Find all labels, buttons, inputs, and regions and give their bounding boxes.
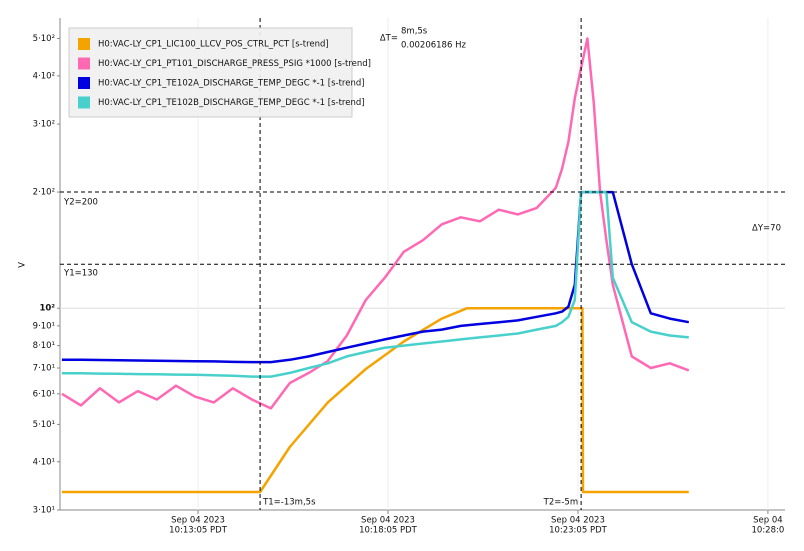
legend-label: H0:VAC-LY_CP1_TE102A_DISCHARGE_TEMP_DEGC… xyxy=(98,79,365,89)
x-tick-label: Sep 04 2023 xyxy=(171,516,225,526)
x-tick-label: Sep 04 2023 xyxy=(551,516,605,526)
y-tick-label: 7·10¹ xyxy=(33,363,55,373)
x-tick-label: Sep 04 2023 xyxy=(361,516,415,526)
y-tick-label: 2·10² xyxy=(33,188,55,198)
legend-swatch xyxy=(78,38,90,50)
delta-label: ΔT= xyxy=(380,34,398,44)
y-tick-label: 3·10² xyxy=(33,120,55,130)
x-tick-label: 10:28:0 xyxy=(752,526,785,536)
series-line xyxy=(61,190,689,378)
series-line xyxy=(61,37,690,410)
x-tick-label: 10:18:05 PDT xyxy=(359,526,418,536)
cursor-label: T2=-5m xyxy=(543,498,578,508)
y-axis-label: V xyxy=(18,262,28,268)
cursor-label: T1=-13m,5s xyxy=(262,498,316,508)
delta-label: ΔY=70 xyxy=(752,224,781,234)
y-tick-label: 9·10¹ xyxy=(33,321,55,331)
plot-area xyxy=(61,37,690,494)
legend-box xyxy=(68,27,353,118)
x-tick-label: Sep 04 xyxy=(753,516,783,526)
legend-swatch xyxy=(78,57,90,70)
legend-swatch xyxy=(78,96,90,109)
y-tick-label: 5·10² xyxy=(33,34,55,44)
legend-swatch xyxy=(78,77,90,89)
y-tick-label: 5·10¹ xyxy=(33,420,55,430)
x-tick-label: 10:23:05 PDT xyxy=(549,526,608,536)
overlay: T1=-13m,5s T2=-5m Y2=200 Y1=130 ΔY=70 ΔT=8m,5… xyxy=(60,18,785,510)
legend-label: H0:VAC-LY_CP1_LIC100_LLCV_POS_CTRL_PCT [… xyxy=(98,40,329,50)
x-tick-label: 10:13:05 PDT xyxy=(169,526,228,536)
cursor-label: Y2=200 xyxy=(63,198,98,208)
y-tick-label: 4·10¹ xyxy=(33,457,55,467)
y-tick-label: 6·10¹ xyxy=(33,389,55,399)
legend-label: H0:VAC-LY_CP1_PT101_DISCHARGE_PRESS_PSIG… xyxy=(98,59,371,69)
series-line xyxy=(61,306,689,494)
y-tick-label: 4·10² xyxy=(33,71,55,81)
legend-label: H0:VAC-LY_CP1_TE102B_DISCHARGE_TEMP_DEGC… xyxy=(98,98,365,108)
delta-label: 0.00206186 Hz xyxy=(401,41,466,51)
delta-label: 8m,5s xyxy=(401,27,428,37)
y-tick-label: 3·10¹ xyxy=(33,506,55,516)
y-tick-label: 8·10¹ xyxy=(33,341,55,351)
cursor-label: Y1=130 xyxy=(63,269,98,279)
y-tick-label: 10² xyxy=(39,304,55,314)
